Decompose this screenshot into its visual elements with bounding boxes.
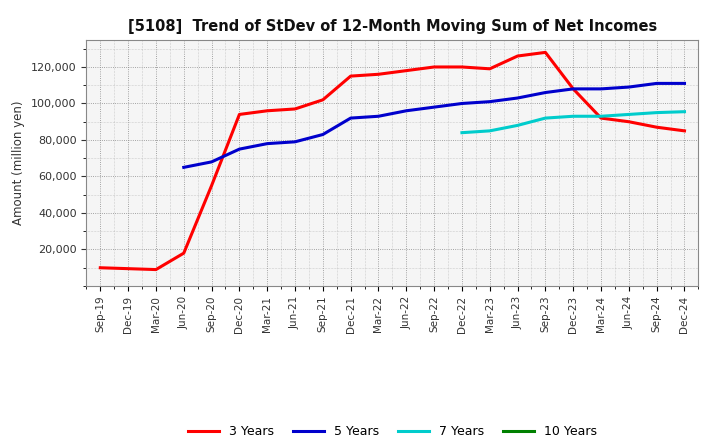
3 Years (346, 73, 355, 79)
5 Years (458, 101, 467, 106)
3 Years (680, 128, 689, 133)
5 Years (513, 95, 522, 101)
5 Years (318, 132, 327, 137)
3 Years (541, 50, 550, 55)
3 Years (402, 68, 410, 73)
3 Years (458, 64, 467, 70)
5 Years (179, 165, 188, 170)
7 Years (541, 115, 550, 121)
3 Years (624, 119, 633, 125)
3 Years (374, 72, 383, 77)
5 Years (569, 86, 577, 92)
Legend: 3 Years, 5 Years, 7 Years, 10 Years: 3 Years, 5 Years, 7 Years, 10 Years (183, 420, 602, 440)
3 Years (96, 265, 104, 271)
3 Years (513, 53, 522, 59)
7 Years (513, 123, 522, 128)
Line: 3 Years: 3 Years (100, 52, 685, 270)
5 Years (402, 108, 410, 114)
Line: 7 Years: 7 Years (462, 112, 685, 133)
3 Years (152, 267, 161, 272)
5 Years (652, 81, 661, 86)
5 Years (207, 159, 216, 165)
7 Years (569, 114, 577, 119)
7 Years (458, 130, 467, 136)
3 Years (263, 108, 271, 114)
3 Years (318, 97, 327, 103)
5 Years (624, 84, 633, 90)
7 Years (597, 114, 606, 119)
Title: [5108]  Trend of StDev of 12-Month Moving Sum of Net Incomes: [5108] Trend of StDev of 12-Month Moving… (127, 19, 657, 34)
5 Years (346, 115, 355, 121)
5 Years (541, 90, 550, 95)
3 Years (485, 66, 494, 71)
5 Years (263, 141, 271, 146)
7 Years (624, 112, 633, 117)
5 Years (291, 139, 300, 144)
5 Years (235, 147, 243, 152)
5 Years (597, 86, 606, 92)
5 Years (680, 81, 689, 86)
3 Years (597, 115, 606, 121)
3 Years (430, 64, 438, 70)
5 Years (374, 114, 383, 119)
3 Years (235, 112, 243, 117)
3 Years (569, 86, 577, 92)
7 Years (652, 110, 661, 115)
3 Years (207, 183, 216, 188)
3 Years (291, 106, 300, 112)
3 Years (652, 125, 661, 130)
7 Years (485, 128, 494, 133)
3 Years (179, 250, 188, 256)
5 Years (485, 99, 494, 104)
Y-axis label: Amount (million yen): Amount (million yen) (12, 101, 25, 225)
3 Years (124, 266, 132, 271)
5 Years (430, 104, 438, 110)
7 Years (680, 109, 689, 114)
Line: 5 Years: 5 Years (184, 84, 685, 167)
